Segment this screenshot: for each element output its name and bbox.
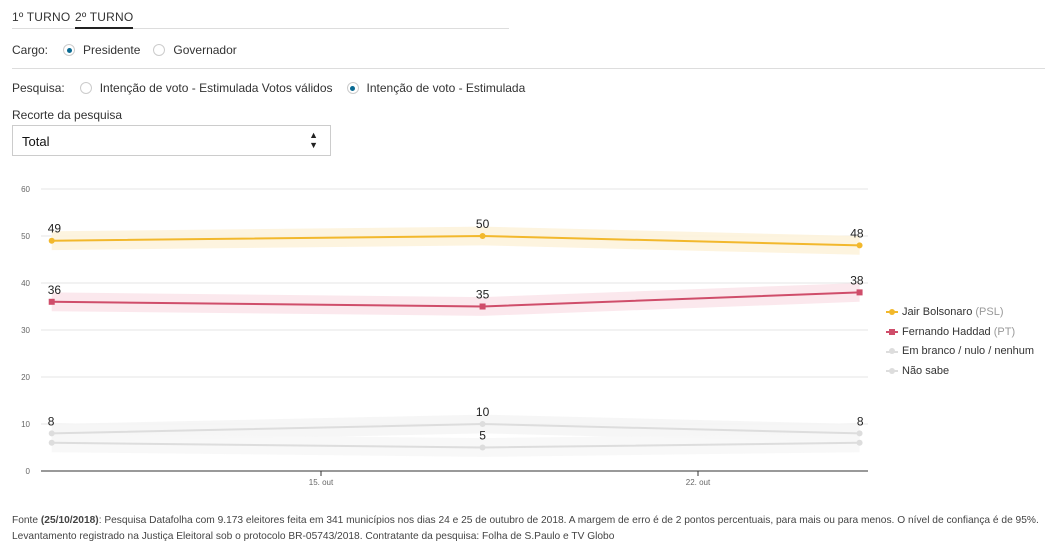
data-label: 5 — [479, 429, 486, 443]
recorte-select-value: Total — [22, 134, 50, 149]
pesquisa-option-label: Intenção de voto - Estimulada — [366, 81, 526, 95]
legend-name: Não sabe — [902, 364, 950, 377]
data-point — [479, 233, 486, 239]
error-band — [51, 283, 860, 316]
data-point — [479, 421, 486, 427]
series-line — [51, 422, 860, 435]
legend-party: (PSL) — [975, 305, 1004, 318]
legend-name: Fernando Haddad — [902, 325, 991, 338]
data-point — [48, 439, 55, 446]
y-tick-label: 60 — [21, 185, 30, 194]
y-tick-label: 50 — [21, 232, 30, 241]
legend-item-nao-sabe[interactable]: Não sabe — [886, 361, 1034, 381]
legend-marker — [886, 347, 898, 355]
recorte-label: Recorte da pesquisa — [12, 108, 123, 122]
x-tick-label: 22. out — [686, 478, 711, 487]
cargo-option-label: Presidente — [83, 43, 141, 57]
series-line — [51, 291, 860, 308]
legend-marker — [886, 328, 898, 336]
data-point — [48, 237, 55, 244]
tab-bar: 1º TURNO 2º TURNO — [12, 8, 509, 29]
y-tick-label: 40 — [21, 279, 30, 288]
radio-governador[interactable] — [153, 44, 166, 56]
pesquisa-option-label: Intenção de voto - Estimulada Votos váli… — [99, 81, 333, 95]
arrow-up-icon: ▲ — [309, 130, 318, 140]
data-label: 50 — [476, 217, 490, 231]
chart-legend: Jair Bolsonaro (PSL) Fernando Haddad (PT… — [886, 302, 1034, 381]
data-label: 49 — [48, 222, 62, 236]
cargo-option-presidente[interactable]: Presidente — [63, 43, 140, 57]
data-point — [479, 444, 486, 451]
legend-marker — [886, 367, 898, 375]
x-tick-label: 15. out — [309, 478, 334, 487]
error-band — [51, 433, 860, 457]
tab-1-turno[interactable]: 1º TURNO — [12, 10, 71, 24]
legend-name: Em branco / nulo / nenhum — [902, 345, 1035, 358]
recorte-select[interactable]: Total ▲ ▼ — [12, 125, 331, 156]
series-line — [51, 234, 860, 247]
legend-item-bolsonaro[interactable]: Jair Bolsonaro (PSL) — [886, 302, 1034, 322]
data-label: 10 — [476, 405, 490, 419]
legend-item-haddad[interactable]: Fernando Haddad (PT) — [886, 322, 1034, 342]
data-point — [48, 430, 55, 437]
pesquisa-option-votos-validos[interactable]: Intenção de voto - Estimulada Votos váli… — [79, 81, 333, 95]
data-label: 35 — [476, 288, 490, 302]
error-band — [51, 226, 860, 255]
data-point — [856, 242, 863, 249]
data-label: 38 — [850, 273, 864, 287]
legend-item-branco-nulo[interactable]: Em branco / nulo / nenhum — [886, 341, 1034, 361]
cargo-row: Cargo: Presidente Governador — [12, 43, 237, 57]
fonte-line2: Levantamento registrado na Justiça Eleit… — [12, 531, 615, 542]
pesquisa-row: Pesquisa: Intenção de voto - Estimulada … — [12, 81, 525, 95]
legend-name: Jair Bolsonaro — [902, 305, 973, 318]
data-point — [856, 439, 863, 446]
cargo-option-label: Governador — [173, 43, 237, 57]
y-tick-label: 10 — [21, 420, 30, 429]
legend-party: (PT) — [993, 325, 1016, 338]
cargo-option-governador[interactable]: Governador — [153, 43, 237, 57]
data-point — [479, 303, 486, 310]
source-note: Fonte (25/10/2018): Pesquisa Datafolha c… — [12, 513, 1042, 545]
tab-2-turno[interactable]: 2º TURNO — [75, 10, 134, 29]
data-label: 36 — [48, 283, 62, 297]
select-arrows-icon: ▲ ▼ — [309, 130, 318, 150]
y-tick-label: 30 — [21, 326, 30, 335]
data-label: 8 — [48, 414, 55, 428]
error-band — [51, 414, 860, 443]
fonte-date: (25/10/2018) — [40, 515, 99, 526]
data-point — [856, 430, 863, 437]
data-point — [48, 298, 55, 305]
radio-presidente[interactable] — [63, 44, 76, 56]
y-tick-label: 20 — [21, 373, 30, 382]
data-label: 48 — [850, 226, 864, 240]
divider — [12, 68, 1045, 69]
pesquisa-label: Pesquisa: — [12, 81, 65, 95]
series-line — [51, 441, 860, 449]
fonte-label: Fonte — [12, 515, 39, 526]
y-tick-label: 0 — [26, 467, 31, 476]
cargo-label: Cargo: — [12, 43, 49, 57]
pesquisa-option-estimulada[interactable]: Intenção de voto - Estimulada — [346, 81, 526, 95]
data-label: 8 — [857, 414, 864, 428]
legend-marker — [886, 308, 898, 316]
radio-estimulada[interactable] — [346, 82, 359, 94]
fonte-text: : Pesquisa Datafolha com 9.173 eleitores… — [98, 515, 1039, 526]
radio-votos-validos[interactable] — [79, 82, 92, 94]
arrow-down-icon: ▼ — [309, 140, 318, 150]
data-point — [856, 289, 863, 296]
